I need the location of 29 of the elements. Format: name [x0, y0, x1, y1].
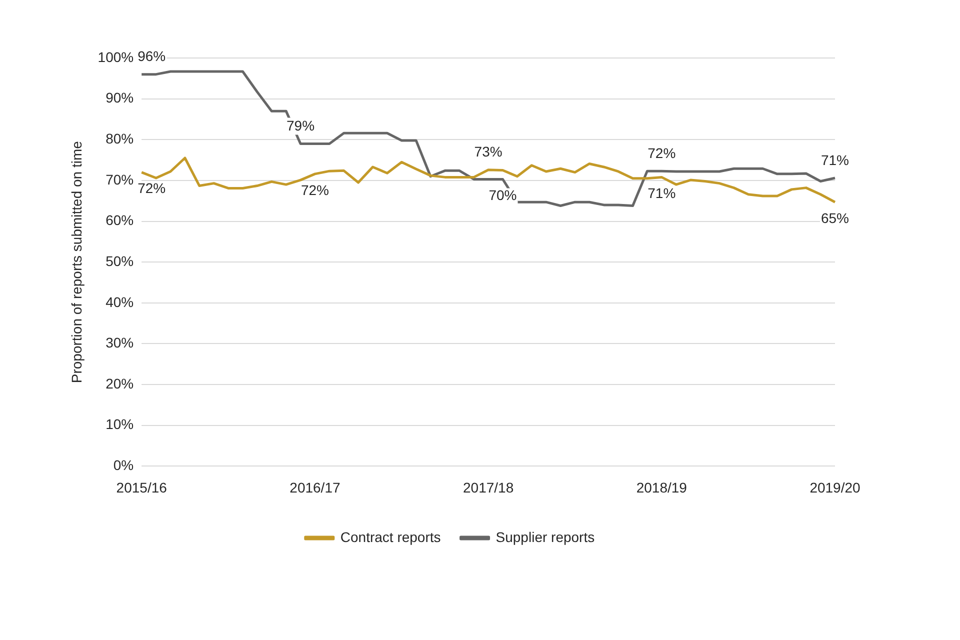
data-label: 79% — [286, 118, 315, 134]
data-label: 96% — [138, 48, 166, 64]
y-tick-label: 90% — [106, 90, 134, 106]
y-tick-label: 20% — [106, 375, 134, 392]
data-label: 72% — [648, 144, 676, 161]
legend-label: Supplier reports — [496, 528, 595, 545]
x-tick-label: 2017/18 — [463, 479, 514, 496]
y-tick-label: 100% — [98, 48, 134, 65]
data-label: 72% — [300, 182, 329, 198]
x-tick-label: 2015/16 — [116, 479, 168, 496]
data-label: 73% — [474, 144, 502, 160]
y-axis-title: Proportion of reports submitted on time — [68, 140, 84, 384]
y-tick-label: 60% — [106, 212, 134, 228]
y-tick-label: 10% — [106, 416, 134, 432]
y-tick-label: 0% — [113, 457, 134, 474]
data-label: 71% — [648, 185, 676, 202]
y-tick-label: 70% — [106, 171, 134, 188]
x-tick-label: 2016/17 — [290, 479, 340, 496]
y-tick-label: 80% — [106, 130, 134, 146]
data-label: 70% — [488, 187, 517, 204]
data-label: 65% — [820, 210, 850, 226]
y-tick-label: 30% — [106, 334, 134, 351]
x-tick-label: 2019/20 — [810, 479, 861, 496]
x-tick-label: 2018/19 — [636, 479, 688, 496]
legend-label: Contract reports — [340, 528, 441, 545]
data-label: 71% — [820, 152, 850, 168]
data-label: 72% — [138, 180, 166, 196]
y-tick-label: 40% — [106, 294, 134, 310]
y-tick-label: 50% — [106, 252, 134, 269]
